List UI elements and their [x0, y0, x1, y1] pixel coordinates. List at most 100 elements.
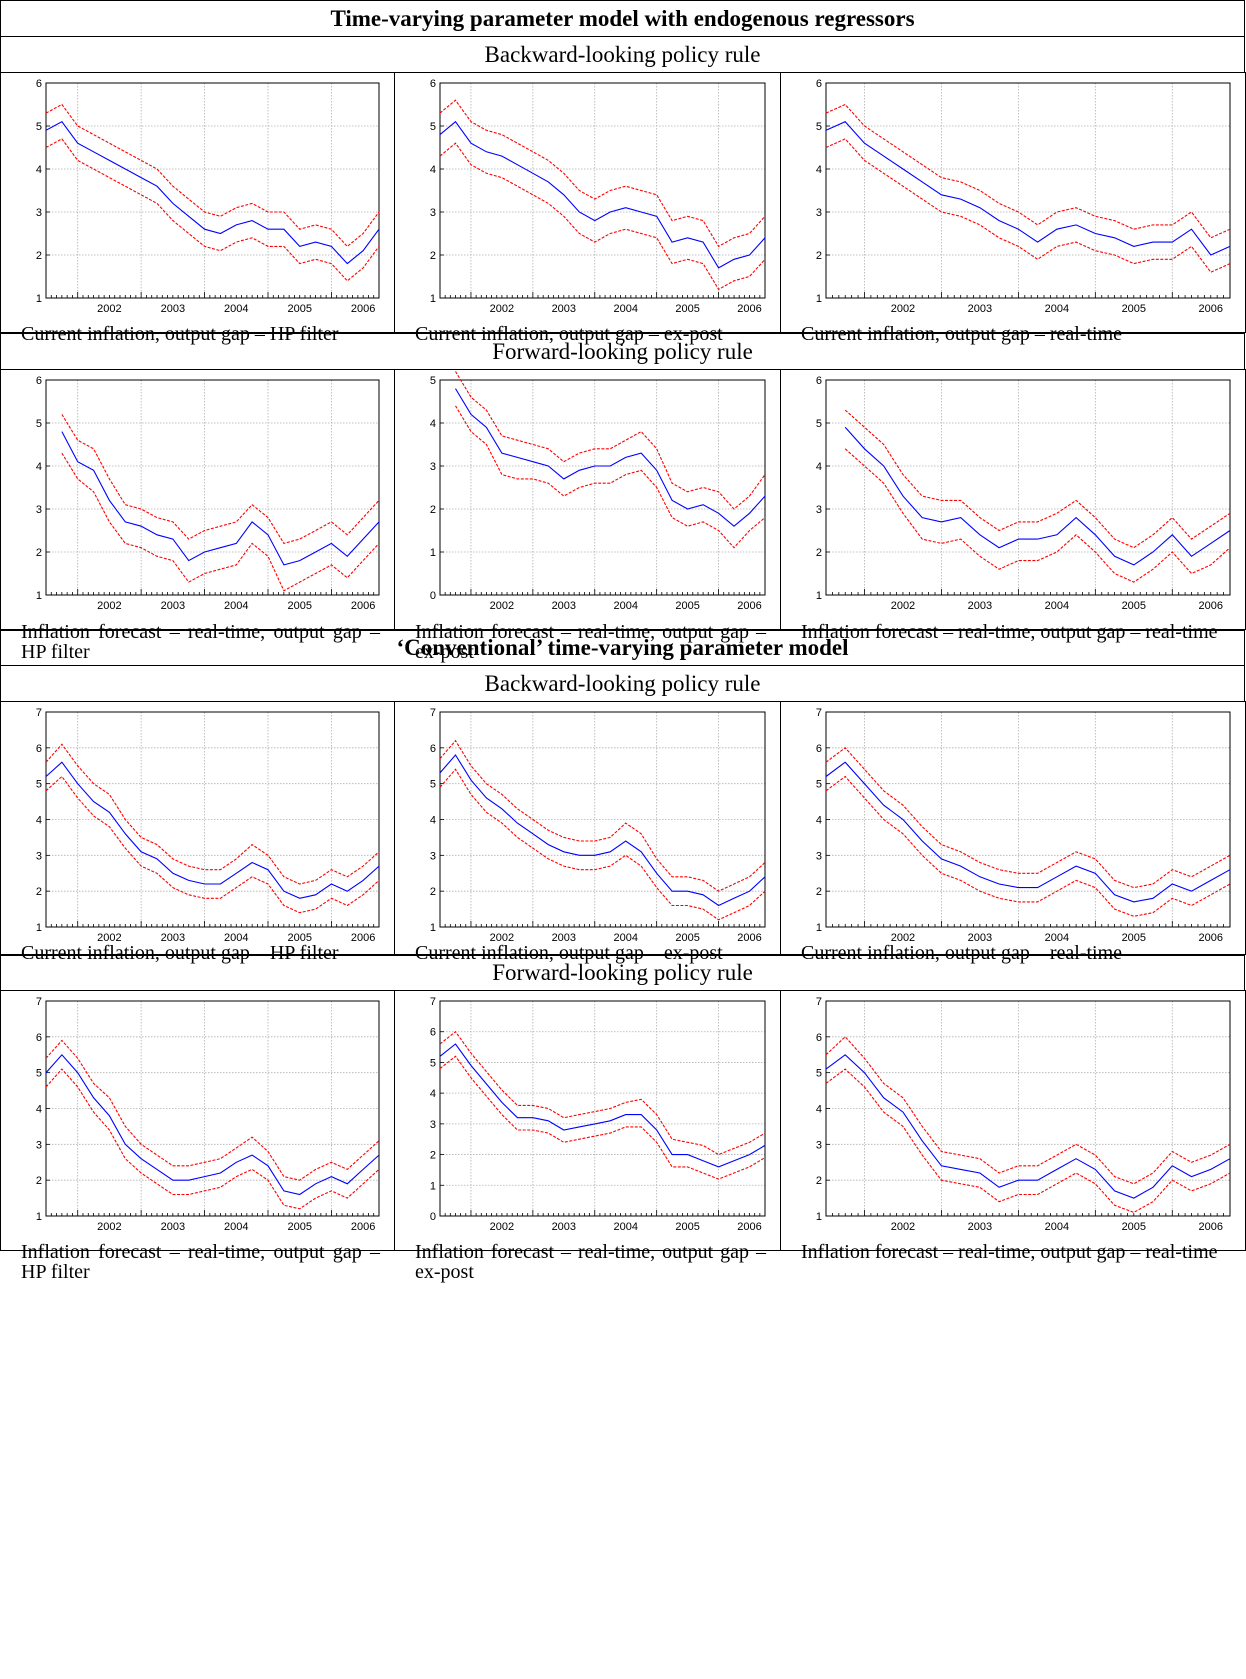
chart-cell: 1 2 3 4 5 6 7 2002 2003 2004 2005 2006 Current infla… [394, 701, 781, 963]
line-chart: 1 2 3 4 5 6 2002 2003 2004 2005 2006 [816, 375, 1231, 612]
plot-frame [825, 379, 1231, 596]
plot-frame [825, 82, 1231, 299]
y-tick-label: 6 [430, 78, 436, 90]
x-tick-label: 2005 [287, 303, 311, 315]
y-tick-label: 5 [816, 1068, 822, 1080]
estimate-line [439, 754, 766, 907]
chart-cell: 1 2 3 4 5 6 2002 2003 2004 2005 2006 Inflation fore… [780, 369, 1246, 642]
upper-band-line [45, 103, 380, 248]
y-tick-label: 2 [430, 886, 436, 898]
y-tick-label: 5 [430, 779, 436, 791]
estimate-line [439, 1043, 766, 1168]
chart-cell: 1 2 3 4 5 6 7 2002 2003 2004 2005 2006 Inflation for… [0, 990, 395, 1282]
x-tick-label: 2002 [891, 600, 915, 612]
chart-cell: 1 2 3 4 5 6 7 2002 2003 2004 2005 2006 Current infla… [780, 701, 1246, 963]
x-tick-label: 2003 [968, 932, 992, 944]
x-tick-label: 2002 [891, 303, 915, 315]
x-tick-label: 2004 [1045, 600, 1069, 612]
x-tick-label: 2005 [675, 303, 699, 315]
chart-caption: Current inflation, output gap – ex-post [415, 942, 723, 964]
x-tick-label: 2004 [1045, 303, 1069, 315]
lower-band-line [825, 1068, 1231, 1214]
x-tick-label: 2005 [1122, 1221, 1146, 1233]
x-tick-label: 2006 [737, 600, 761, 612]
lower-band-line [439, 768, 766, 921]
line-chart: 1 2 3 4 5 6 7 2002 2003 2004 2005 2006 [36, 707, 380, 944]
chart-cell: 1 2 3 4 5 6 2002 2003 2004 2005 2006 Current inflat… [780, 72, 1246, 344]
y-tick-label: 4 [430, 164, 436, 176]
y-tick-label: 3 [430, 207, 436, 219]
y-tick-label: 3 [36, 850, 42, 862]
plot-frame [45, 1000, 380, 1217]
x-tick-label: 2006 [737, 932, 761, 944]
y-tick-label: 6 [816, 743, 822, 755]
lower-band-line [844, 448, 1231, 583]
y-tick-label: 2 [430, 250, 436, 262]
y-tick-label: 7 [36, 996, 42, 1008]
x-tick-label: 2002 [891, 1221, 915, 1233]
y-tick-label: 4 [430, 1088, 436, 1100]
plot-frame [439, 379, 766, 596]
lower-band-line [455, 405, 766, 549]
y-tick-label: 2 [816, 1175, 822, 1187]
y-tick-label: 5 [430, 1057, 436, 1069]
x-tick-label: 2002 [891, 932, 915, 944]
y-tick-label: 1 [816, 922, 822, 934]
chart-cell: 1 2 3 4 5 6 2002 2003 2004 2005 2006 Current inflat… [394, 72, 781, 344]
x-tick-label: 2005 [287, 1221, 311, 1233]
x-tick-label: 2005 [675, 932, 699, 944]
subsection-title: Forward-looking policy rule [0, 955, 1245, 991]
x-tick-label: 2004 [1045, 1221, 1069, 1233]
y-tick-label: 1 [36, 922, 42, 934]
x-tick-label: 2006 [1199, 303, 1223, 315]
upper-band-line [45, 1039, 380, 1181]
plot-frame [825, 711, 1231, 928]
gridlines [46, 711, 379, 928]
upper-band-line [61, 414, 380, 545]
y-tick-label: 3 [816, 504, 822, 516]
lower-band-line [45, 1068, 380, 1210]
line-chart: 1 2 3 4 5 6 2002 2003 2004 2005 2006 [430, 78, 766, 315]
y-tick-label: 7 [816, 996, 822, 1008]
chart-cell: 0 1 2 3 4 5 2002 2003 2004 2005 2006 Inflation fore… [394, 369, 781, 662]
estimate-line [455, 388, 766, 527]
y-tick-label: 6 [36, 743, 42, 755]
y-tick-label: 4 [36, 815, 42, 827]
line-chart: 1 2 3 4 5 6 2002 2003 2004 2005 2006 [36, 78, 380, 315]
chart-caption: Inflation forecast – real-time, output g… [21, 1241, 380, 1283]
y-tick-label: 4 [816, 461, 822, 473]
x-tick-label: 2006 [1199, 600, 1223, 612]
line-chart: 1 2 3 4 5 6 7 2002 2003 2004 2005 2006 [36, 996, 380, 1233]
y-tick-label: 5 [816, 779, 822, 791]
y-tick-label: 1 [816, 293, 822, 305]
y-tick-label: 4 [36, 1104, 42, 1116]
estimate-line [825, 121, 1231, 256]
upper-band-line [844, 409, 1231, 549]
y-tick-label: 1 [430, 1180, 436, 1192]
estimate-line [844, 426, 1231, 566]
y-tick-label: 3 [430, 850, 436, 862]
estimate-line [825, 761, 1231, 903]
y-tick-label: 2 [816, 250, 822, 262]
y-tick-label: 2 [36, 886, 42, 898]
y-tick-label: 7 [430, 707, 436, 719]
x-tick-label: 2005 [1122, 600, 1146, 612]
x-tick-label: 2005 [287, 932, 311, 944]
upper-band-line [439, 99, 766, 248]
y-tick-label: 5 [816, 418, 822, 430]
line-chart: 0 1 2 3 4 5 2002 2003 2004 2005 2006 [430, 371, 766, 612]
estimate-line [439, 120, 766, 269]
y-tick-label: 4 [816, 815, 822, 827]
chart-caption: Current inflation, output gap – real-tim… [801, 942, 1123, 964]
y-tick-label: 6 [36, 78, 42, 90]
plot-frame [439, 1000, 766, 1217]
x-tick-label: 2006 [1199, 932, 1223, 944]
x-tick-label: 2005 [287, 600, 311, 612]
y-tick-label: 2 [816, 547, 822, 559]
x-tick-label: 2002 [97, 1221, 121, 1233]
y-tick-label: 1 [36, 293, 42, 305]
y-tick-label: 2 [430, 1150, 436, 1162]
line-chart: 0 1 2 3 4 5 6 7 2002 2003 2004 2005 2006 [430, 996, 766, 1233]
x-tick-label: 2002 [490, 1221, 514, 1233]
chart-cell: 1 2 3 4 5 6 2002 2003 2004 2005 2006 Current inflat… [0, 72, 395, 344]
